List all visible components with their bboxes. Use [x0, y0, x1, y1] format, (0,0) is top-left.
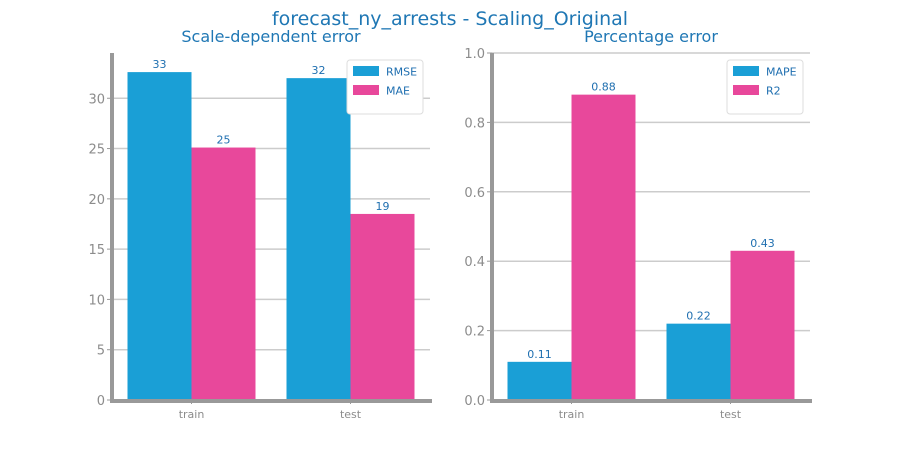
y-tick-label: 1.0: [464, 47, 485, 62]
data-label: 0.88: [591, 81, 616, 94]
bar-r2-train: [571, 94, 636, 400]
bar-r2-test: [730, 250, 795, 400]
y-tick-label: 0.6: [464, 186, 485, 201]
bar-mae-test: [350, 213, 415, 400]
subplot-title: Percentage error: [584, 27, 718, 46]
y-tick-label: 30: [88, 92, 105, 107]
bar-mae-train: [191, 147, 256, 400]
y-tick-label: 0: [97, 394, 105, 409]
legend: MAPE R2: [726, 59, 804, 115]
chart-panel-scale-dependent: Scale-dependent error 0 5 10 15 20 25 30 33 25 tra…: [88, 27, 432, 421]
bar-rmse-train: [127, 72, 192, 401]
y-tick-label: 10: [88, 293, 105, 308]
legend-swatch-r2: [733, 85, 759, 95]
y-tick-label: 15: [88, 243, 105, 258]
legend-swatch-mae: [353, 85, 379, 95]
y-tick-label: 0.8: [464, 116, 485, 131]
data-label: 19: [376, 200, 390, 213]
y-tick-label: 25: [88, 143, 105, 158]
data-label: 25: [217, 134, 231, 147]
y-tick-label: 20: [88, 193, 105, 208]
bar-rmse-test: [286, 78, 351, 400]
data-label: 0.22: [686, 310, 711, 323]
bar-mape-train: [507, 361, 572, 400]
data-label: 32: [312, 64, 326, 77]
legend-swatch-rmse: [353, 66, 379, 76]
legend-swatch-mape: [733, 66, 759, 76]
legend: RMSE MAE: [346, 59, 424, 115]
y-tick-label: 0.0: [464, 394, 485, 409]
data-label: 0.11: [527, 348, 552, 361]
x-tick-label: train: [559, 408, 585, 421]
y-tick-label: 5: [97, 344, 105, 359]
data-label: 33: [153, 58, 167, 71]
x-tick-label: train: [179, 408, 205, 421]
legend-label: R2: [766, 85, 781, 98]
legend-label: RMSE: [386, 66, 417, 79]
subplot-title: Scale-dependent error: [181, 27, 361, 46]
y-tick-label: 0.4: [464, 255, 485, 270]
data-label: 0.43: [750, 237, 775, 250]
x-tick-label: test: [340, 408, 362, 421]
x-tick-label: test: [720, 408, 742, 421]
bar-mape-test: [666, 323, 731, 400]
legend-label: MAPE: [766, 66, 797, 79]
legend-label: MAE: [386, 85, 410, 98]
y-tick-label: 0.2: [464, 325, 485, 340]
figure-title: forecast_ny_arrests - Scaling_Original: [272, 8, 628, 30]
chart-panel-percentage: Percentage error 0.0 0.2 0.4 0.6 0.8 1.0 0.11 0.…: [464, 27, 812, 421]
